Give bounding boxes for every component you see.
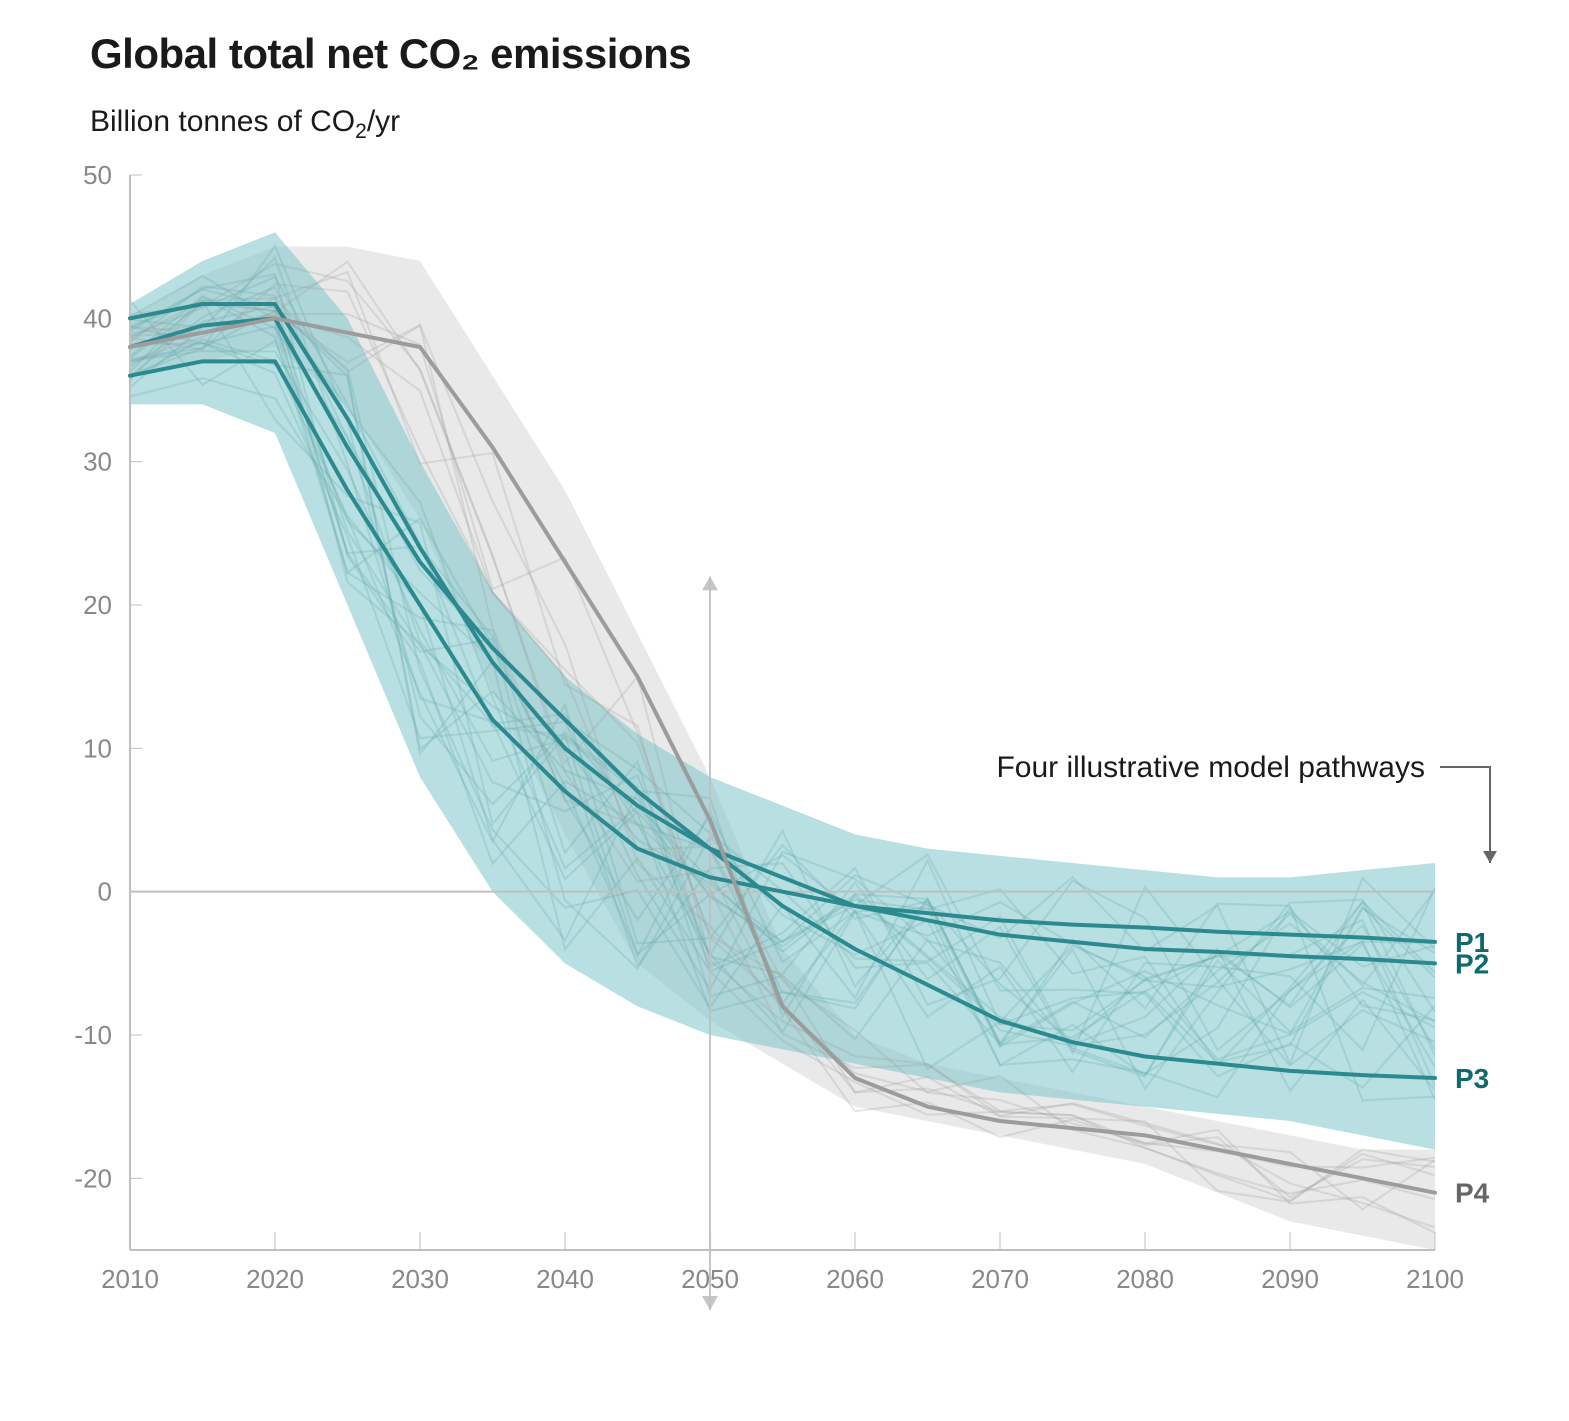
plot-area: 2010202020302040205020602070208020902100…	[74, 160, 1497, 1310]
x-tick-label: 2100	[1406, 1264, 1464, 1294]
annotation-arrow	[1440, 767, 1490, 863]
series-label-p4: P4	[1455, 1178, 1490, 1209]
y-tick-label: -10	[74, 1020, 112, 1050]
series-label-p2: P2	[1455, 948, 1489, 979]
arrow-up-icon	[702, 576, 718, 590]
x-tick-label: 2080	[1116, 1264, 1174, 1294]
y-tick-label: 40	[83, 303, 112, 333]
y-tick-label: 20	[83, 590, 112, 620]
x-tick-label: 2040	[536, 1264, 594, 1294]
x-tick-label: 2010	[101, 1264, 159, 1294]
y-tick-label: -20	[74, 1163, 112, 1193]
series-label-p3: P3	[1455, 1063, 1489, 1094]
emissions-line-chart: 2010202020302040205020602070208020902100…	[0, 0, 1569, 1421]
x-tick-label: 2020	[246, 1264, 304, 1294]
x-tick-label: 2090	[1261, 1264, 1319, 1294]
annotation-arrowhead-icon	[1483, 851, 1497, 863]
arrow-down-icon	[702, 1296, 718, 1310]
annotation-pathways: Four illustrative model pathways	[996, 751, 1425, 784]
emissions-chart-container: Global total net CO₂ emissions Billion t…	[0, 0, 1569, 1421]
y-tick-label: 0	[98, 877, 112, 907]
y-tick-label: 30	[83, 447, 112, 477]
x-tick-label: 2060	[826, 1264, 884, 1294]
x-tick-label: 2070	[971, 1264, 1029, 1294]
y-tick-label: 50	[83, 160, 112, 190]
x-tick-label: 2030	[391, 1264, 449, 1294]
y-tick-label: 10	[83, 733, 112, 763]
